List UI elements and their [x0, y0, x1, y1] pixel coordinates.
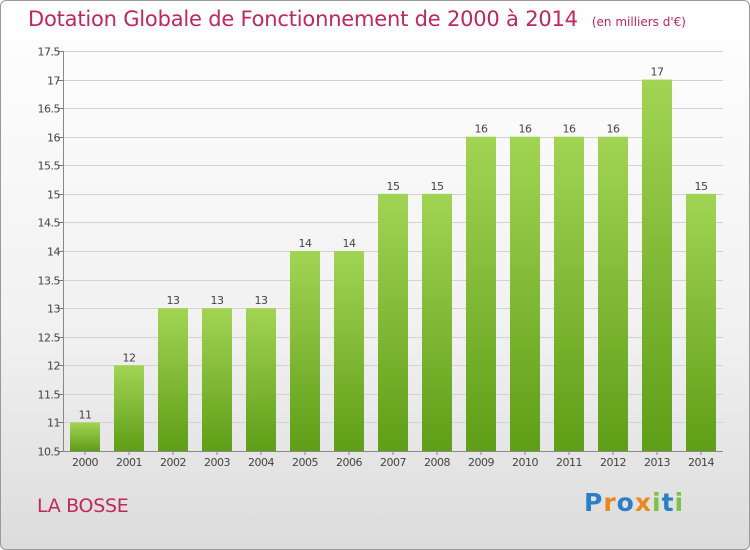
- bar-2006: [334, 251, 364, 451]
- bar-2014: [686, 193, 716, 451]
- data-label: 13: [211, 294, 224, 307]
- x-tick-label: 2005: [292, 456, 318, 469]
- y-tick-label: 13: [47, 303, 60, 316]
- labels: 11 2000 12 2001 13 2002 13 2003 13 2004 14 2005 14 20…: [72, 66, 715, 469]
- bar-2000: [70, 422, 100, 451]
- axes: 10.5 11 11.5 12 12.5 13 13.5 14 14.5 15 15.5 16 16.5…: [38, 46, 723, 459]
- x-tick-label: 2012: [600, 456, 626, 469]
- data-label: 16: [519, 123, 532, 136]
- data-label: 14: [299, 237, 312, 250]
- x-tick-label: 2003: [204, 456, 230, 469]
- data-label: 15: [387, 180, 400, 193]
- y-tick-label: 14: [47, 246, 60, 259]
- x-tick-label: 2004: [248, 456, 274, 469]
- data-label: 15: [431, 180, 444, 193]
- x-tick-label: 2009: [468, 456, 494, 469]
- y-tick-label: 11.5: [38, 389, 61, 402]
- location-name: LA BOSSE: [37, 495, 129, 517]
- bar-2010: [510, 136, 540, 451]
- data-label: 16: [607, 123, 620, 136]
- chart-title: Dotation Globale de Fonctionnement de 20…: [28, 7, 686, 31]
- bar-2012: [598, 136, 628, 451]
- x-tick-label: 2006: [336, 456, 362, 469]
- x-tick-label: 2010: [512, 456, 538, 469]
- bar-2013: [642, 79, 672, 452]
- data-label: 11: [79, 408, 92, 421]
- chart-unit-label: (en milliers d'€): [591, 15, 686, 29]
- x-tick-label: 2002: [160, 456, 186, 469]
- bar-2001: [114, 365, 144, 451]
- bar-2011: [554, 136, 584, 451]
- bars: [70, 79, 716, 452]
- y-tick-label: 12: [47, 360, 60, 373]
- x-tick-label: 2001: [116, 456, 142, 469]
- bar-2005: [290, 251, 320, 451]
- y-tick-label: 16.5: [38, 103, 61, 116]
- y-tick-label: 15.5: [38, 160, 61, 173]
- y-tick-label: 17.5: [38, 46, 61, 59]
- y-tick-label: 17: [47, 75, 60, 88]
- data-label: 13: [255, 294, 268, 307]
- proxiti-logo: Proxiti: [584, 488, 685, 517]
- x-tick-label: 2007: [380, 456, 406, 469]
- y-tick-label: 13.5: [38, 275, 61, 288]
- x-tick-label: 2008: [424, 456, 450, 469]
- data-label: 12: [123, 351, 136, 364]
- y-tick-label: 16: [47, 132, 60, 145]
- data-label: 16: [475, 123, 488, 136]
- data-label: 17: [651, 66, 664, 79]
- bar-2003: [202, 308, 232, 451]
- y-tick-label: 14.5: [38, 217, 61, 230]
- data-label: 13: [167, 294, 180, 307]
- y-tick-label: 15: [47, 189, 60, 202]
- data-label: 16: [563, 123, 576, 136]
- y-tick-label: 11: [47, 417, 60, 430]
- x-tick-label: 2013: [644, 456, 670, 469]
- data-label: 14: [343, 237, 356, 250]
- x-tick-label: 2014: [688, 456, 714, 469]
- bar-2002: [158, 308, 188, 451]
- bar-2004: [246, 308, 276, 451]
- bar-2008: [422, 193, 452, 451]
- data-label: 15: [695, 180, 708, 193]
- bar-2009: [466, 136, 496, 451]
- x-tick-label: 2000: [72, 456, 98, 469]
- y-tick-label: 12.5: [38, 332, 61, 345]
- bar-2007: [378, 193, 408, 451]
- y-tick-label: 10.5: [38, 446, 61, 459]
- chart-title-main: Dotation Globale de Fonctionnement de 20…: [28, 7, 578, 31]
- x-tick-label: 2011: [556, 456, 582, 469]
